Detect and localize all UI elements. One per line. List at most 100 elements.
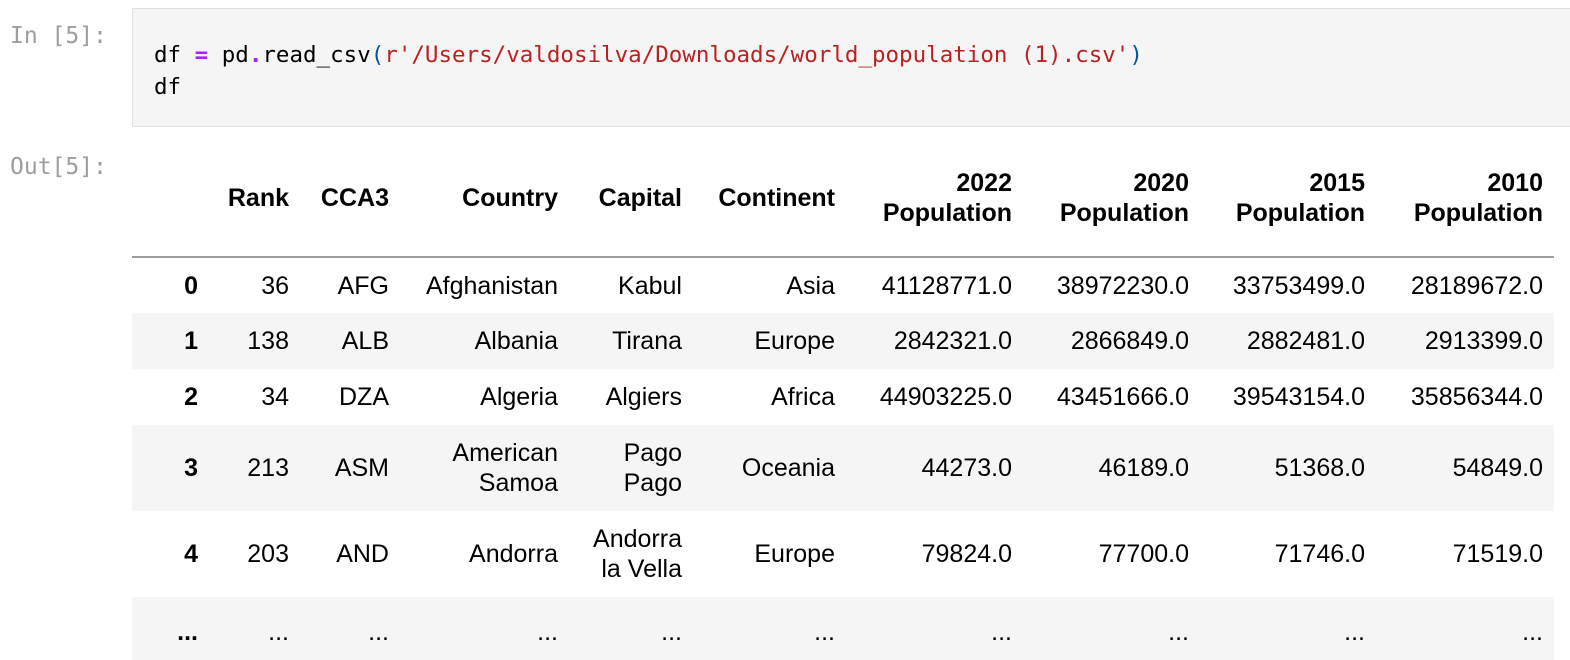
cell-capital: Tirana — [569, 313, 693, 369]
cell-country-line1: Andorra — [469, 540, 558, 568]
header-pop-2022-year: 2022 — [956, 169, 1012, 197]
cell-continent: Asia — [786, 271, 835, 300]
cell-pop-2022: 44903225.0 — [879, 383, 1012, 411]
cell-capital-line1: ... — [661, 618, 682, 646]
cell-pop-2015: 2882481.0 — [1246, 327, 1365, 355]
cell-pop-2010: 28189672.0 — [1410, 271, 1543, 300]
cell-rank: 34 — [261, 383, 289, 411]
cell-capital-line1: Tirana — [612, 327, 682, 355]
dataframe-body: 0 36 AFG Afghanistan Kabul Asia 41128771.0 3897… — [132, 257, 1554, 660]
header-index — [132, 140, 209, 258]
cell-pop-2020: 77700.0 — [1098, 540, 1189, 568]
cell-country-line1: Albania — [474, 327, 558, 355]
cell-pop-2010: 35856344.0 — [1410, 383, 1543, 411]
cell-capital-line1: Andorra — [593, 525, 682, 553]
code-module: pd — [208, 42, 249, 68]
cell-capital: Algiers — [569, 369, 693, 425]
cell-pop-2010: ... — [1522, 618, 1543, 646]
code-paren-close: ) — [1129, 42, 1143, 68]
cell-pop-2020: 38972230.0 — [1056, 271, 1189, 300]
row-index: 0 — [184, 271, 198, 300]
cell-pop-2022: 2842321.0 — [893, 327, 1012, 355]
header-pop-2015: 2015 Population — [1200, 140, 1376, 258]
cell-country: Afghanistan — [400, 257, 569, 313]
header-country: Country — [400, 140, 569, 258]
header-capital: Capital — [569, 140, 693, 258]
cell-pop-2015: 39543154.0 — [1232, 383, 1365, 411]
table-row: 0 36 AFG Afghanistan Kabul Asia 41128771.0 3897… — [132, 257, 1554, 313]
cell-cca3: AND — [336, 540, 389, 568]
cell-capital-line1: Kabul — [618, 271, 682, 300]
header-pop-2020-year: 2020 — [1133, 169, 1189, 197]
cell-cca3: AFG — [337, 271, 389, 300]
cell-pop-2020: ... — [1168, 618, 1189, 646]
header-pop-2010-year: 2010 — [1487, 169, 1543, 197]
cell-pop-2020: 43451666.0 — [1056, 383, 1189, 411]
dataframe-table: Rank CCA3 Country Capital Continent 2022… — [132, 140, 1554, 660]
cell-pop-2010: 54849.0 — [1452, 454, 1543, 482]
cell-pop-2015: 51368.0 — [1274, 454, 1365, 482]
header-pop-2020-word: Population — [1059, 199, 1189, 227]
header-pop-2022-word: Population — [882, 199, 1012, 227]
table-row: 3 213 ASM American Samoa Pago Pago Oceania 44273… — [132, 425, 1554, 511]
cell-continent: ... — [814, 618, 835, 646]
cell-capital: ... — [569, 597, 693, 660]
cell-continent: Europe — [754, 540, 835, 568]
cell-pop-2022: 41128771.0 — [881, 271, 1012, 300]
cell-country: Albania — [400, 313, 569, 369]
cell-pop-2015: 71746.0 — [1274, 540, 1365, 568]
row-index: 1 — [184, 327, 198, 355]
cell-pop-2015: ... — [1344, 618, 1365, 646]
cell-capital-line2: Pago — [623, 469, 682, 497]
cell-capital: Kabul — [569, 257, 693, 313]
code-function: read_csv — [262, 42, 371, 68]
output-prompt: Out[5]: — [10, 154, 107, 180]
cell-rank: 213 — [247, 454, 289, 482]
header-pop-2022: 2022 Population — [846, 140, 1023, 258]
cell-rank: 138 — [247, 327, 289, 355]
row-index: ... — [177, 618, 198, 646]
cell-pop-2022: ... — [991, 618, 1012, 646]
cell-country-line1: American — [452, 439, 558, 467]
cell-country: Algeria — [400, 369, 569, 425]
cell-cca3: ASM — [334, 454, 389, 482]
cell-pop-2010: 2913399.0 — [1424, 327, 1543, 355]
cell-country: Andorra — [400, 511, 569, 597]
cell-capital-line1: Algiers — [605, 383, 682, 411]
code-operator-assign: = — [194, 42, 209, 68]
code-cell-editor[interactable]: df = pd.read_csv(r'/Users/valdosilva/Dow… — [132, 8, 1570, 127]
header-continent: Continent — [693, 140, 846, 258]
header-pop-2015-word: Population — [1235, 199, 1365, 227]
table-row: 2 34 DZA Algeria Algiers Africa 44903225.0 4345… — [132, 369, 1554, 425]
cell-capital: Andorra la Vella — [569, 511, 693, 597]
dataframe-output: Rank CCA3 Country Capital Continent 2022… — [132, 140, 1570, 660]
code-variable: df — [154, 42, 195, 68]
cell-pop-2022: 79824.0 — [921, 540, 1012, 568]
header-pop-2010: 2010 Population — [1376, 140, 1554, 258]
code-string: r'/Users/valdosilva/Downloads/world_popu… — [384, 42, 1130, 68]
header-cca3: CCA3 — [300, 140, 400, 258]
table-row: 1 138 ALB Albania Tirana Europe 2842321.0 28668… — [132, 313, 1554, 369]
cell-country-line1: ... — [537, 618, 558, 646]
cell-continent: Europe — [754, 327, 835, 355]
header-rank: Rank — [209, 140, 300, 258]
cell-pop-2020: 46189.0 — [1098, 454, 1189, 482]
cell-capital-line1: Pago — [623, 439, 682, 467]
cell-pop-2022: 44273.0 — [921, 454, 1012, 482]
cell-capital-line2: la Vella — [601, 555, 682, 583]
code-operator-dot: . — [248, 42, 263, 68]
cell-continent: Africa — [771, 383, 835, 411]
cell-country: ... — [400, 597, 569, 660]
cell-cca3: ALB — [341, 327, 389, 355]
code-line-2: df — [154, 74, 182, 100]
cell-pop-2015: 33753499.0 — [1232, 271, 1365, 300]
cell-rank: ... — [268, 618, 289, 646]
code-block[interactable]: df = pd.read_csv(r'/Users/valdosilva/Dow… — [154, 39, 1143, 103]
cell-pop-2010: 71519.0 — [1452, 540, 1543, 568]
header-pop-2010-word: Population — [1413, 199, 1543, 227]
cell-cca3: ... — [368, 618, 389, 646]
code-paren-open: ( — [370, 42, 385, 68]
cell-country: American Samoa — [400, 425, 569, 511]
cell-country-line1: Algeria — [480, 383, 558, 411]
cell-rank: 203 — [247, 540, 289, 568]
